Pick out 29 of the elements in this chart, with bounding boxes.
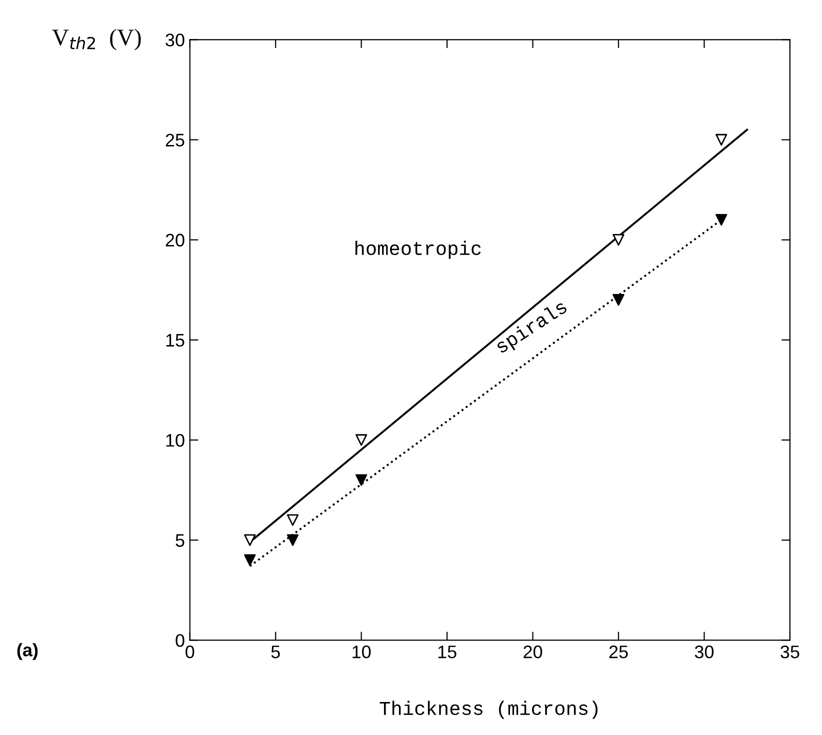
y-tick-label: 10	[166, 434, 184, 447]
y-tick-label: 0	[176, 634, 184, 647]
point	[355, 474, 368, 486]
y-axis-title: V$_{th2}$ (V)	[52, 28, 141, 50]
x-tick-label: 15	[438, 646, 456, 658]
y-tick-label: 5	[176, 534, 184, 547]
x-tick-label: 25	[609, 646, 628, 658]
annotation: homeotropic	[355, 240, 481, 259]
y-tick-label: 20	[166, 234, 184, 247]
y-tick-label: 15	[166, 334, 184, 347]
point	[716, 134, 728, 146]
x-tick-label: 30	[694, 646, 714, 658]
y-tick-label: 30	[166, 34, 184, 46]
point	[716, 214, 728, 226]
text: (a)	[17, 643, 38, 660]
y-tick-label: 25	[166, 134, 184, 146]
point	[612, 294, 624, 306]
x-tick-label: 10	[352, 646, 371, 658]
x-tick-label: 5	[271, 646, 280, 658]
x-tick-label: 0	[186, 646, 194, 658]
point	[612, 234, 624, 246]
point	[244, 534, 256, 546]
x-tick-label: 20	[524, 646, 542, 658]
x-tick-label: 35	[780, 646, 800, 658]
x-axis-title: Thickness (microns)	[380, 700, 598, 719]
point	[244, 554, 256, 566]
point	[286, 534, 299, 546]
point	[355, 434, 368, 446]
point	[286, 514, 299, 526]
